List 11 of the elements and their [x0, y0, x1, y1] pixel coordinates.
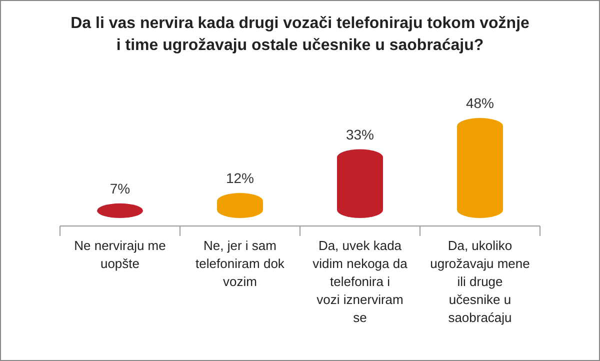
- data-label: 12%: [226, 170, 254, 186]
- x-tick-label: Ne, jer i sam telefoniram dok vozim: [196, 238, 285, 289]
- bar: [337, 149, 383, 218]
- x-tick-label: Da, uvek kada vidim nekoga da telefonira i vozi iznerviram se: [312, 238, 408, 325]
- data-label: 48%: [466, 95, 494, 111]
- data-label: 33%: [346, 126, 374, 142]
- chart-title: Da li vas nervira kada drugi vozači telefoniraju tokom vožnje i time ugrožavaju ostale učesnike u saobraćaju?: [70, 15, 530, 54]
- x-tick-label: Ne nerviraju me uopšte: [74, 238, 166, 271]
- x-tick-label: Da, ukoliko ugrožavaju mene ili druge učesnike u saobraćaju: [430, 238, 530, 325]
- data-label: 7%: [110, 180, 130, 196]
- bar: [457, 118, 503, 218]
